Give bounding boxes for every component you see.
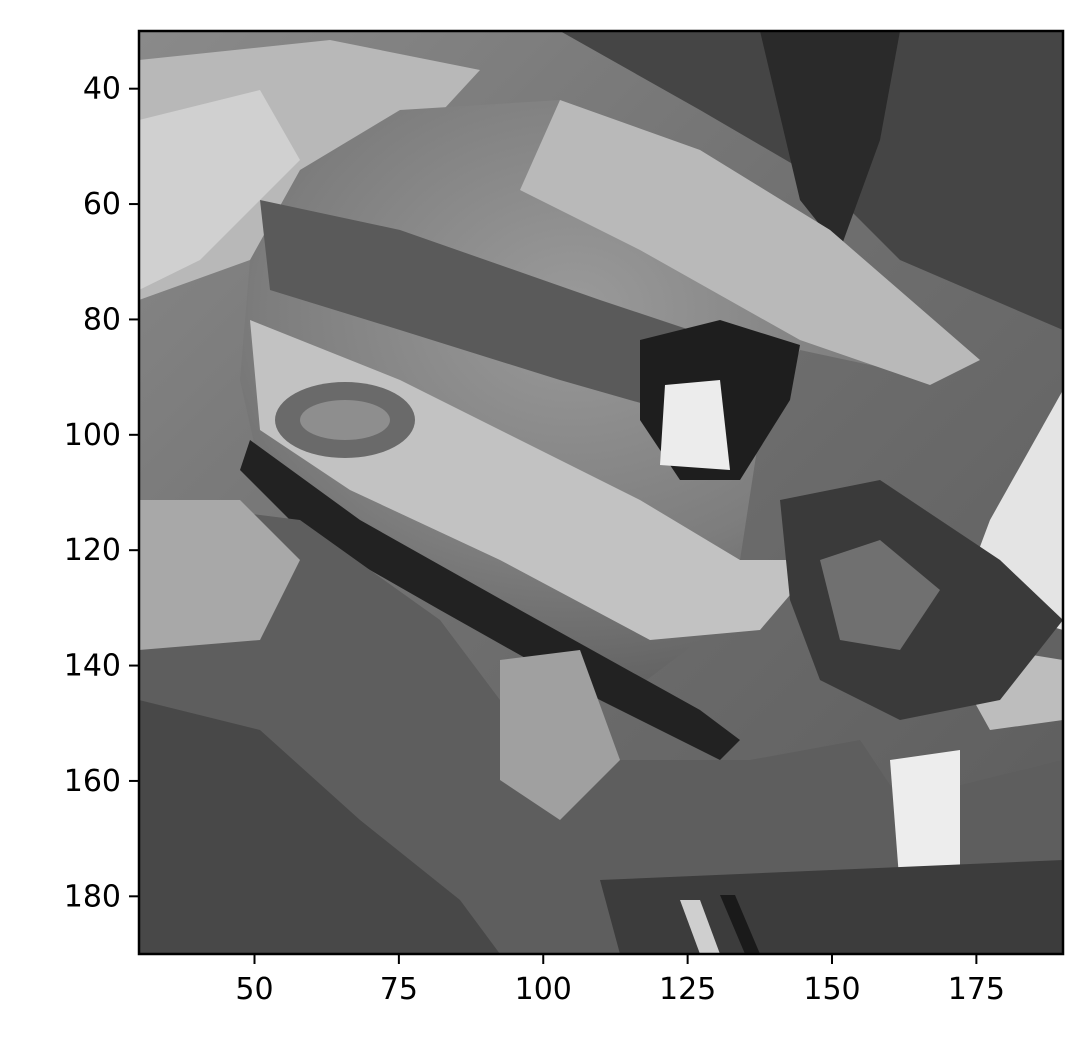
y-tick-label: 180 <box>64 879 121 914</box>
x-axis: 50 75 100 125 150 175 <box>235 954 1005 1007</box>
y-tick-label: 160 <box>64 764 121 799</box>
x-tick-label: 125 <box>659 972 716 1007</box>
heatmap-image <box>139 31 1063 954</box>
x-tick-label: 75 <box>380 972 418 1007</box>
y-tick-label: 80 <box>83 302 121 337</box>
y-tick-label: 100 <box>64 418 121 453</box>
x-tick-label: 175 <box>948 972 1005 1007</box>
x-tick-label: 100 <box>515 972 572 1007</box>
y-tick-label: 40 <box>83 72 121 107</box>
x-tick-label: 150 <box>803 972 860 1007</box>
y-tick-label: 120 <box>64 533 121 568</box>
y-axis: 40 60 80 100 120 140 160 180 <box>64 72 139 914</box>
axes-frame <box>137 29 1065 956</box>
x-tick-label: 50 <box>235 972 273 1007</box>
y-tick-label: 140 <box>64 649 121 684</box>
y-tick-label: 60 <box>83 187 121 222</box>
